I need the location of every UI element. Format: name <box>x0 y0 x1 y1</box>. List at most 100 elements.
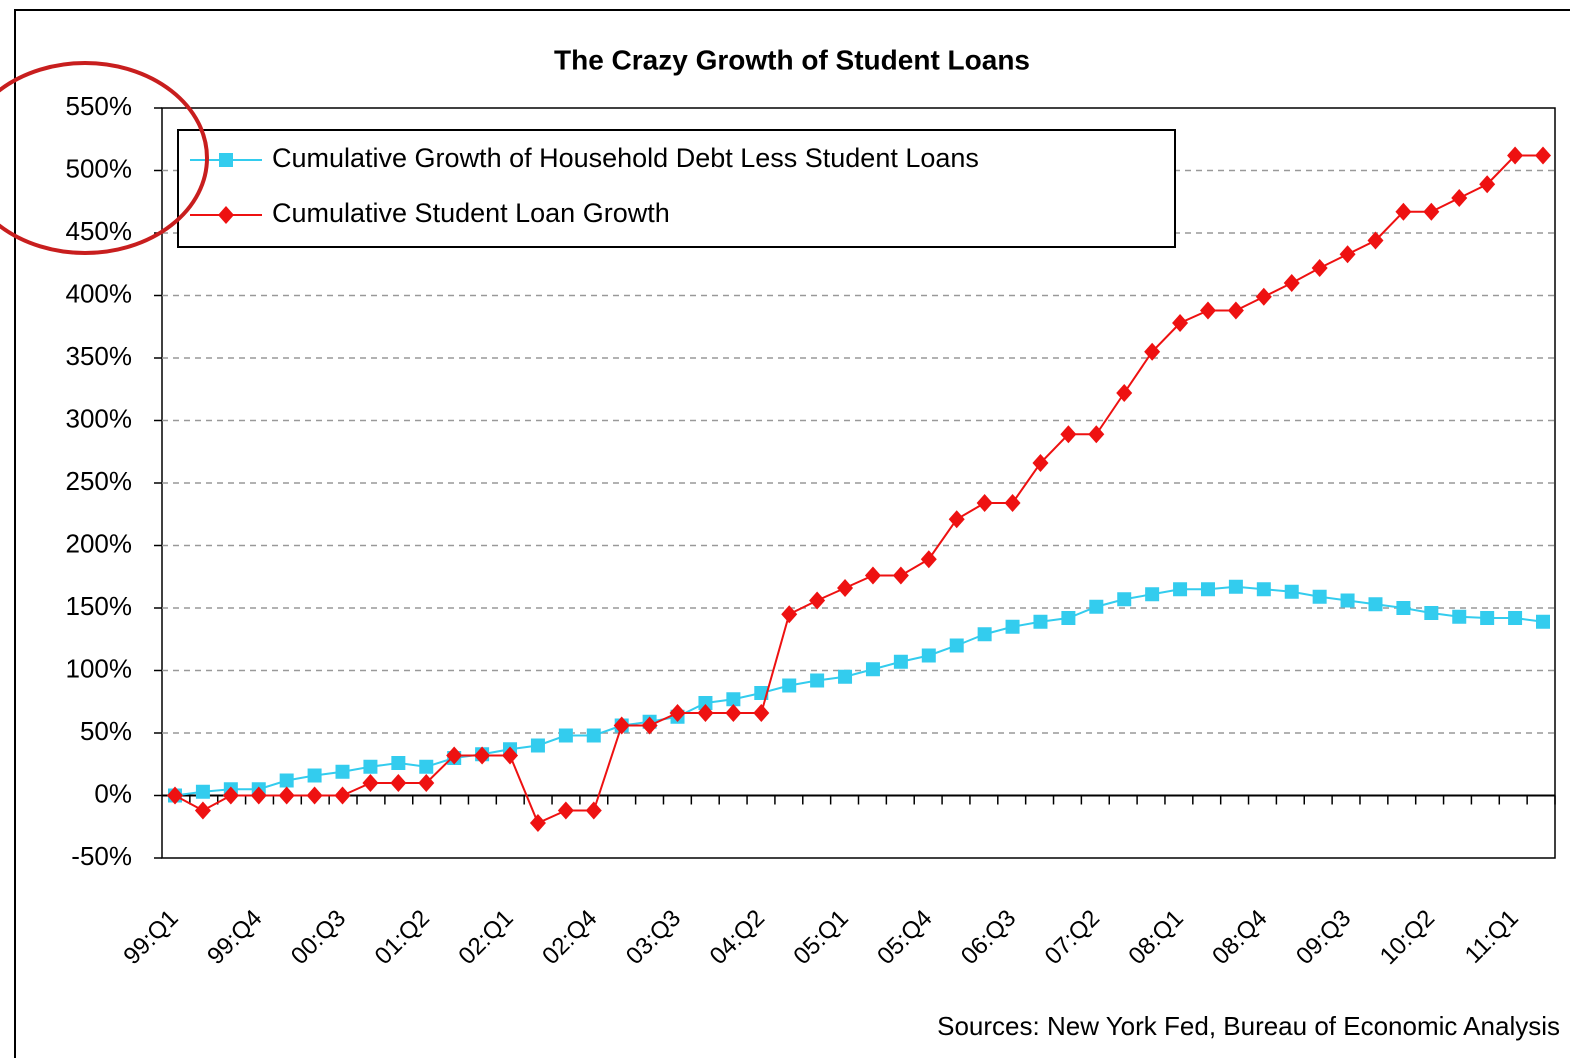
point-marker <box>363 759 378 774</box>
point-marker <box>530 738 545 753</box>
point-marker <box>1283 274 1300 292</box>
point-marker <box>1033 614 1048 629</box>
point-marker <box>1005 619 1020 634</box>
point-marker <box>446 746 463 765</box>
point-marker <box>1256 582 1271 597</box>
point-marker <box>1032 454 1049 472</box>
point-marker <box>641 716 658 735</box>
point-marker <box>195 784 210 799</box>
point-marker <box>1255 287 1272 306</box>
point-marker <box>1368 597 1383 612</box>
point-marker <box>948 510 965 529</box>
point-marker <box>1367 231 1384 250</box>
point-marker <box>1452 609 1467 624</box>
legend-label: Cumulative Student Loan Growth <box>272 198 670 228</box>
point-marker <box>753 704 770 722</box>
point-marker <box>167 786 183 805</box>
point-marker <box>1312 589 1327 604</box>
point-marker <box>669 704 686 722</box>
point-marker <box>837 579 854 597</box>
point-marker <box>725 704 742 722</box>
point-marker <box>1424 606 1439 620</box>
legend-box <box>177 129 1176 248</box>
point-marker <box>502 746 519 765</box>
point-marker <box>474 746 491 765</box>
point-marker <box>558 728 573 743</box>
point-marker <box>1089 599 1104 614</box>
point-marker <box>1507 146 1524 165</box>
point-marker <box>250 786 267 805</box>
point-marker <box>865 662 880 677</box>
y-tick-label: 350% <box>66 341 133 371</box>
point-marker <box>1144 342 1161 361</box>
point-marker <box>222 786 239 805</box>
point-marker <box>390 774 407 792</box>
point-marker <box>1228 579 1243 594</box>
point-marker <box>1423 202 1440 221</box>
point-marker <box>278 786 295 805</box>
point-marker <box>1227 301 1244 320</box>
legend-marker <box>219 153 233 167</box>
y-tick-label: 550% <box>66 91 133 121</box>
point-marker <box>418 774 435 792</box>
point-marker <box>1088 425 1105 444</box>
point-marker <box>1004 494 1021 512</box>
point-marker <box>1060 425 1077 444</box>
point-marker <box>1536 614 1550 629</box>
point-marker <box>194 801 211 820</box>
y-tick-label: 250% <box>66 466 133 496</box>
point-marker <box>1199 301 1216 320</box>
point-marker <box>419 759 434 774</box>
point-marker <box>585 801 602 820</box>
point-marker <box>810 673 825 688</box>
y-tick-label: 450% <box>66 216 133 246</box>
point-marker <box>726 692 741 707</box>
point-marker <box>557 801 574 820</box>
point-marker <box>1480 611 1495 625</box>
y-tick-label: 150% <box>66 591 133 621</box>
source-note: Sources: New York Fed, Bureau of Economi… <box>937 1011 1560 1041</box>
y-tick-label: 100% <box>66 653 133 683</box>
point-marker <box>921 648 936 663</box>
point-marker <box>1145 587 1160 602</box>
point-marker <box>1396 601 1411 615</box>
point-marker <box>1173 582 1188 597</box>
point-marker <box>334 786 351 805</box>
point-marker <box>586 728 601 743</box>
y-tick-label: 200% <box>66 528 133 558</box>
y-tick-label: 50% <box>80 716 132 746</box>
point-marker <box>1311 259 1328 277</box>
y-tick-label: 300% <box>66 403 133 433</box>
point-marker <box>977 627 992 642</box>
point-marker <box>1172 314 1189 332</box>
legend-marker <box>218 206 234 224</box>
point-marker <box>892 566 909 585</box>
point-marker <box>864 566 881 585</box>
point-marker <box>949 638 964 653</box>
point-marker <box>391 756 406 770</box>
point-marker <box>1479 175 1496 194</box>
point-marker <box>1284 584 1299 599</box>
point-marker <box>279 773 294 788</box>
point-marker <box>838 669 853 684</box>
point-marker <box>306 786 323 805</box>
point-marker <box>1200 582 1215 597</box>
point-marker <box>809 591 826 610</box>
point-marker <box>1535 146 1551 165</box>
point-marker <box>1395 202 1412 221</box>
y-tick-label: 400% <box>66 278 133 308</box>
point-marker <box>613 716 630 735</box>
legend-label: Cumulative Growth of Household Debt Less… <box>272 143 979 173</box>
point-marker <box>529 814 546 832</box>
point-marker <box>1117 592 1132 607</box>
point-marker <box>782 678 797 693</box>
point-marker <box>976 494 993 512</box>
point-marker <box>1340 593 1355 608</box>
y-tick-label: 0% <box>94 778 132 808</box>
point-marker <box>697 704 714 722</box>
point-marker <box>1508 611 1523 625</box>
point-marker <box>893 654 908 669</box>
point-marker <box>1116 384 1133 402</box>
y-tick-label: 500% <box>66 153 133 183</box>
